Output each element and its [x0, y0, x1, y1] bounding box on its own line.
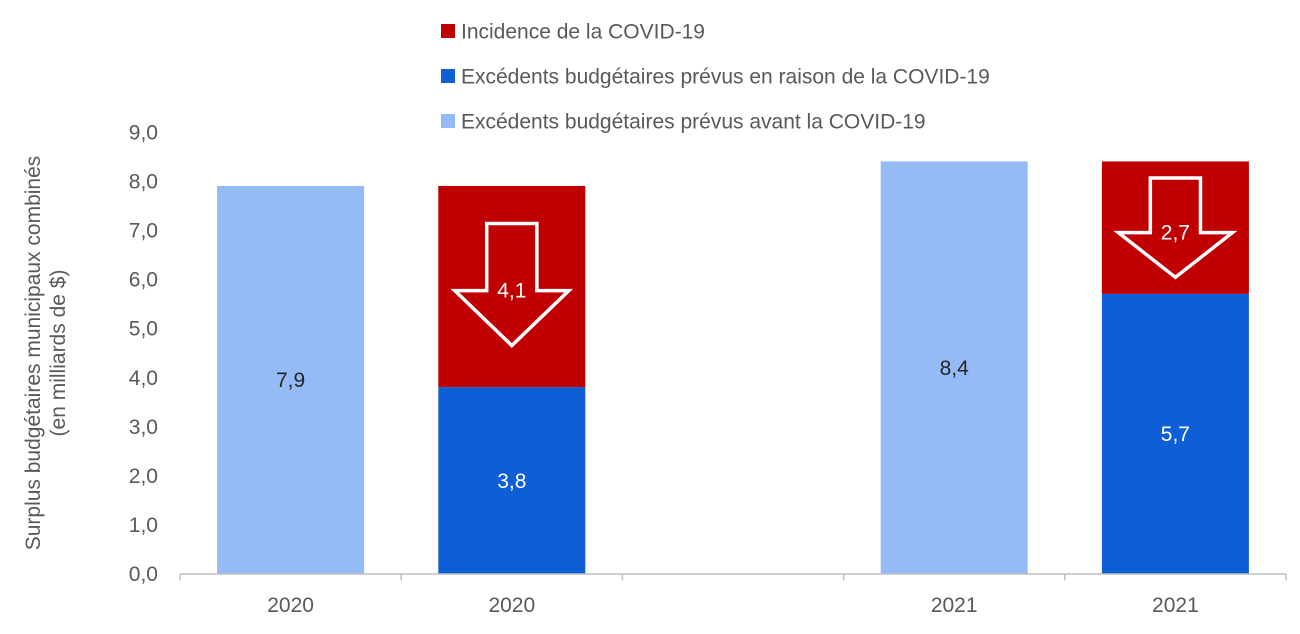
y-tick-label: 7,0: [129, 220, 158, 243]
x-tick-label: 2021: [931, 594, 978, 617]
y-tick-label: 0,0: [129, 563, 158, 586]
y-axis-title-line: Surplus budgétaires municipaux combinés: [22, 156, 45, 551]
y-tick-label: 6,0: [129, 269, 158, 292]
legend-swatch: [441, 69, 455, 83]
bar-value-label: 3,8: [497, 470, 526, 493]
y-axis-title-line: (en milliards de $): [47, 270, 70, 437]
y-axis-ticks: 0,0 1,0 2,0 3,0 4,0 5,0 6,0 7,0 8,0 9,0: [129, 122, 158, 587]
legend-label: Excédents budgétaires prévus en raison d…: [461, 66, 990, 89]
bar-value-label: 4,1: [497, 280, 526, 303]
bars: 7,9 8,4 3,8 5,7 4,1 2,7: [217, 161, 1249, 574]
y-tick-label: 8,0: [129, 171, 158, 194]
down-arrow-icon: [1113, 176, 1238, 280]
y-tick-label: 1,0: [129, 514, 158, 537]
x-tick-label: 2021: [1152, 594, 1199, 617]
legend-label: Excédents budgétaires prévus avant la CO…: [461, 111, 926, 134]
x-axis-labels: 2020 2020 2021 2021: [267, 594, 1199, 617]
bar-segment: [1101, 293, 1249, 574]
y-tick-label: 4,0: [129, 367, 158, 390]
bar-segment: [217, 185, 365, 574]
legend-swatch: [441, 114, 455, 128]
bar-segment: [438, 185, 586, 388]
x-tick-label: 2020: [267, 594, 314, 617]
x-axis: [179, 573, 1287, 581]
bar-value-label: 2,7: [1161, 222, 1190, 245]
bar-value-label: 7,9: [276, 369, 305, 392]
bar-segment: [880, 161, 1028, 574]
y-tick-label: 5,0: [129, 318, 158, 341]
legend-label: Incidence de la COVID-19: [461, 21, 705, 44]
bar-value-label: 8,4: [940, 357, 970, 380]
y-tick-label: 2,0: [129, 465, 158, 488]
down-arrow-icon: [450, 221, 574, 348]
y-tick-label: 3,0: [129, 416, 158, 439]
bar-segment: [1101, 161, 1249, 294]
legend-swatch: [441, 24, 455, 38]
bar-segment: [438, 387, 586, 574]
bar-value-label: 5,7: [1161, 423, 1190, 446]
y-axis-title: Surplus budgétaires municipaux combinés(…: [22, 156, 70, 551]
y-tick-label: 9,0: [129, 122, 158, 145]
legend: Incidence de la COVID-19 Excédents budgét…: [441, 21, 990, 134]
x-tick-label: 2020: [488, 594, 535, 617]
